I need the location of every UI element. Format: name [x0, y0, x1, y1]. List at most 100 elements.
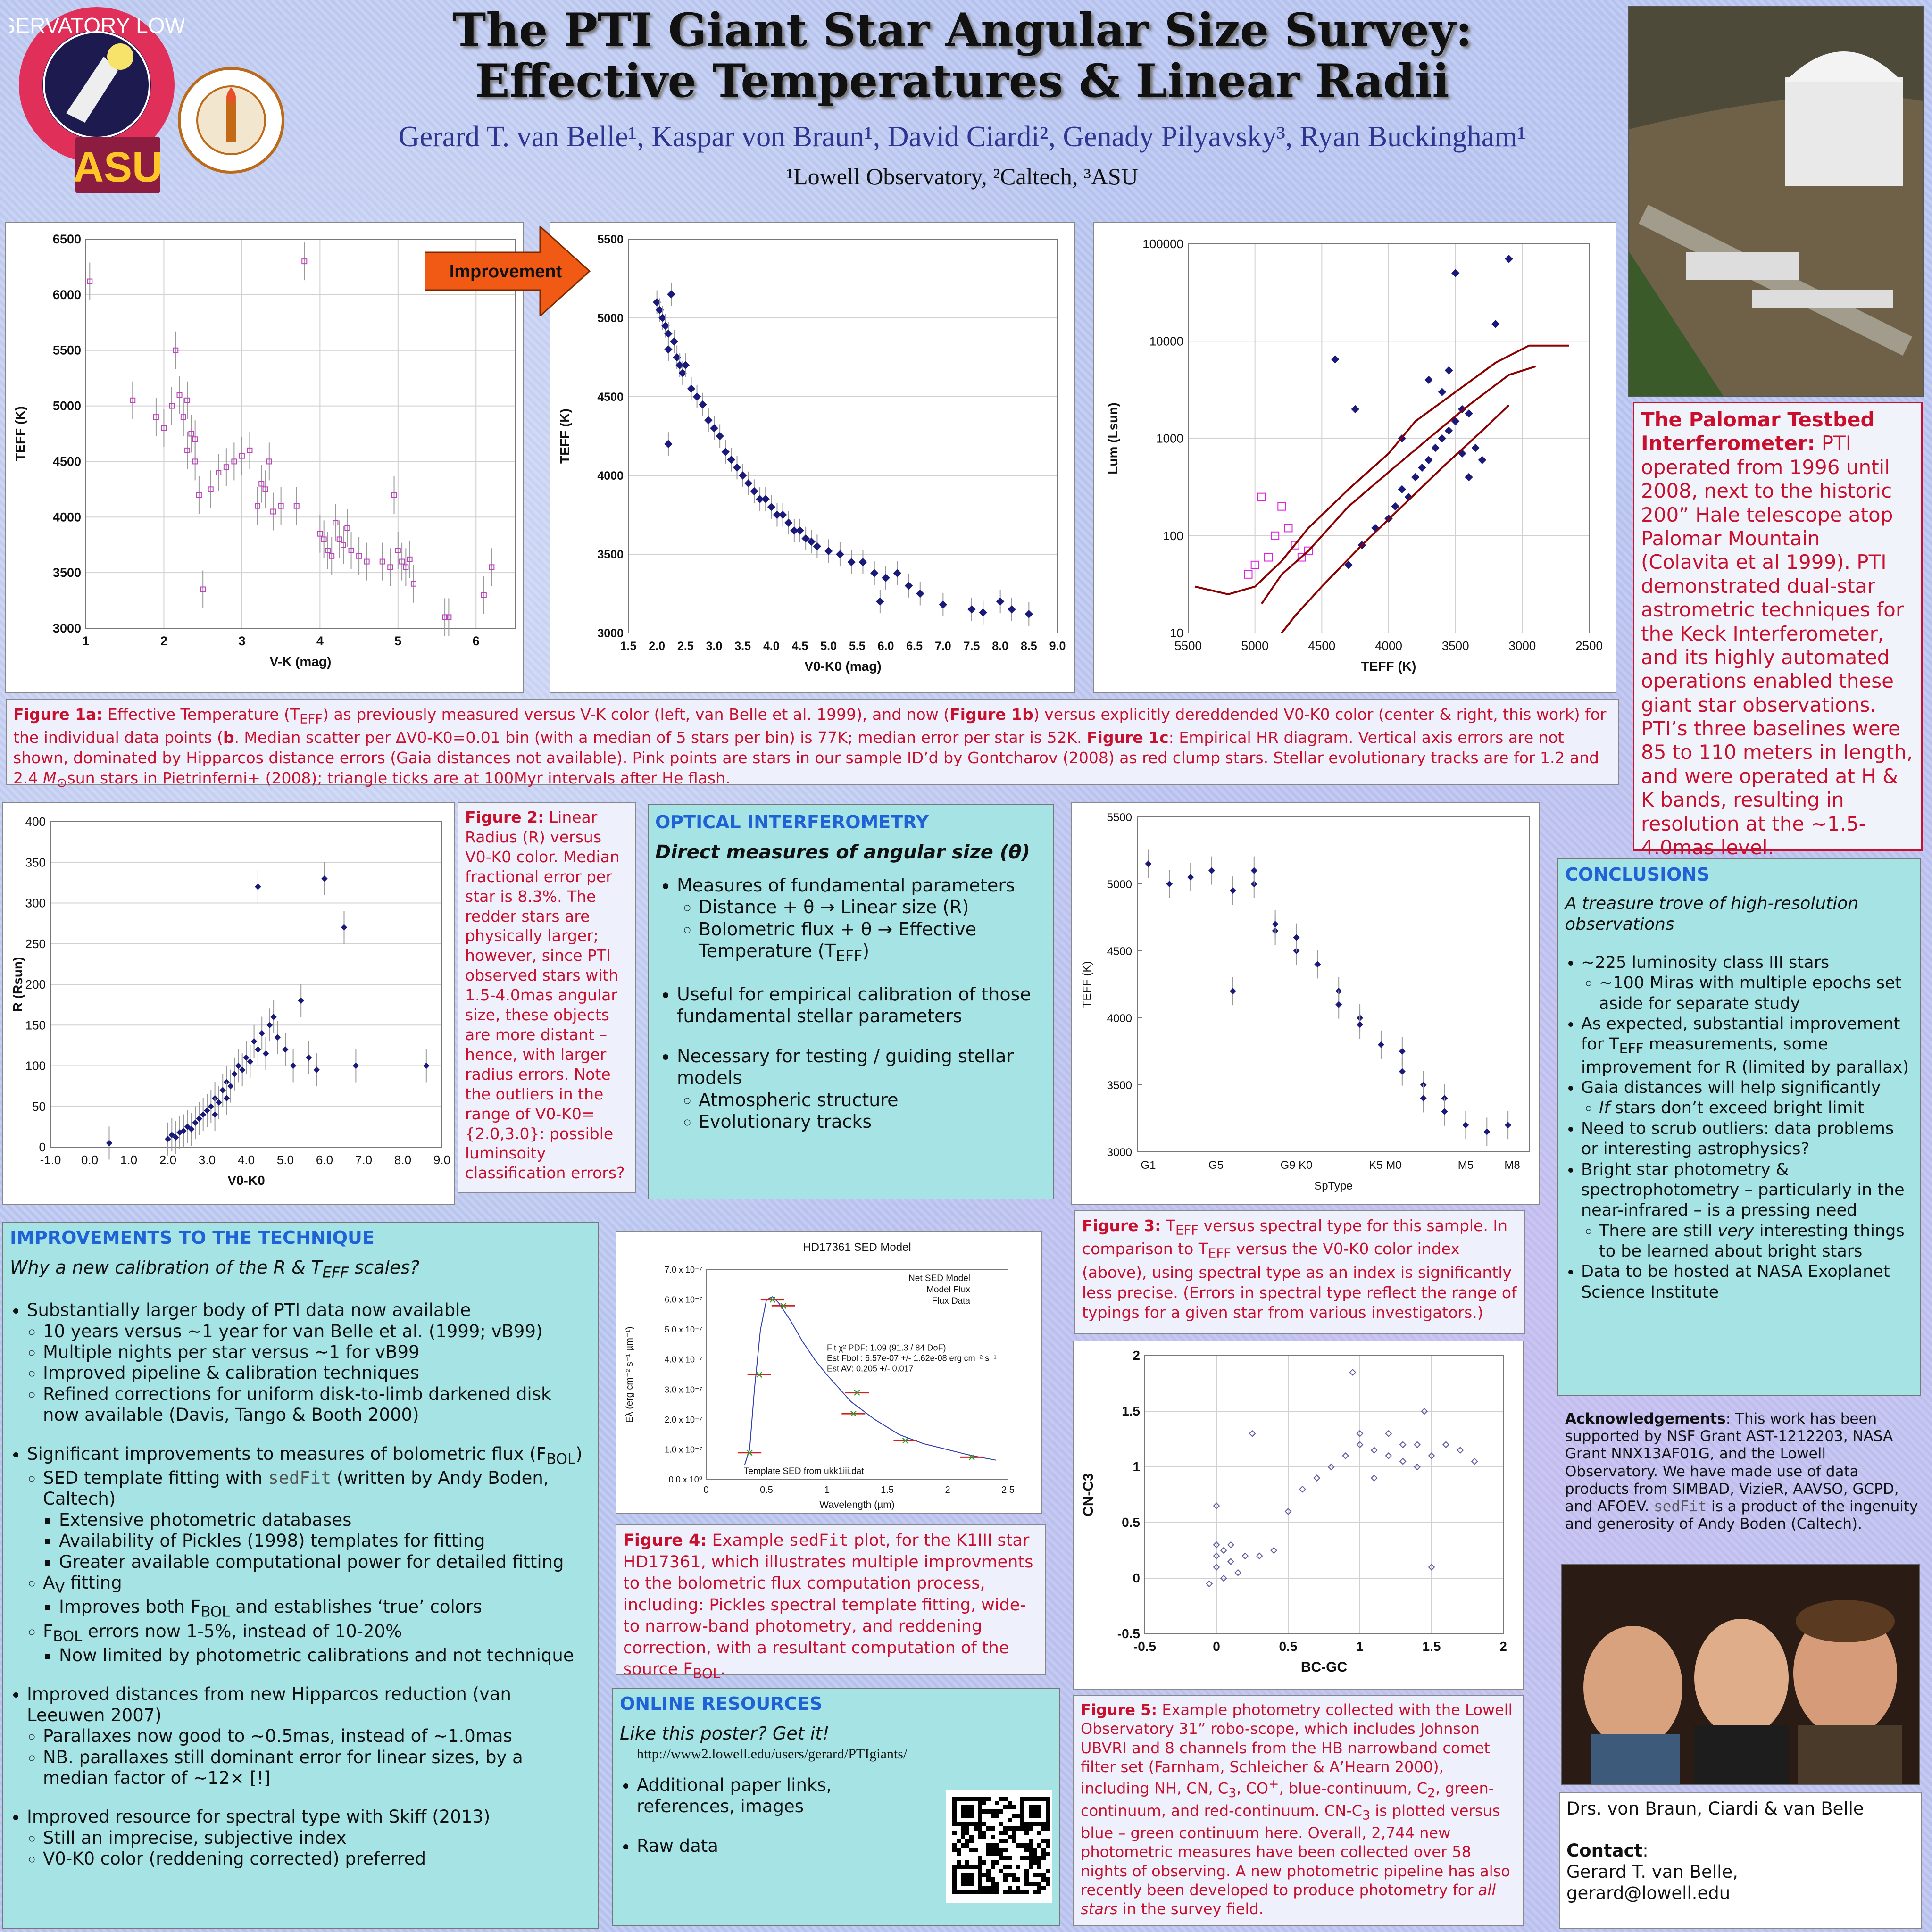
plot-area: [50, 821, 442, 1148]
data-point: [169, 403, 175, 409]
y-tick-label: 200: [25, 977, 46, 991]
qr-module: [982, 1809, 986, 1814]
data-point: [1385, 1430, 1392, 1437]
improvement-subsubitem: Now limited by photometric calibrations …: [59, 1645, 591, 1666]
conclusion-subitem: There are still very interesting things …: [1599, 1221, 1913, 1262]
x-tick-label: 5000: [1241, 639, 1269, 653]
qr-module: [991, 1886, 995, 1890]
ack-text: : This work has been supported by NSF Gr…: [1565, 1410, 1899, 1515]
conclusion-italic: If: [1599, 1099, 1610, 1118]
qr-module: [965, 1839, 969, 1843]
qr-code[interactable]: [946, 1790, 1052, 1903]
data-point: [721, 448, 730, 456]
x-tick-label: 3.0: [199, 1153, 216, 1167]
x-axis-label: SpType: [1314, 1180, 1352, 1192]
data-point: [208, 486, 214, 492]
qr-module: [999, 1852, 1003, 1856]
y-tick-label: 3.0 x 10⁻⁷: [665, 1385, 702, 1394]
x-tick-label: 1: [1356, 1639, 1364, 1654]
data-point: [750, 487, 758, 496]
x-tick-label: 7.0: [935, 640, 951, 653]
conclusion-sub: EFF: [1619, 1041, 1644, 1057]
chart-fig5: -0.5 0 0.5 1 1.5 2 -0.5 0 0.5 1 1.5 2 BC-GC CN-C3: [1081, 1348, 1507, 1675]
qr-module: [986, 1848, 991, 1852]
qr-module: [995, 1814, 999, 1818]
improvement-subsubitem: Greater available computational power fo…: [59, 1552, 591, 1573]
x-tick-label: 2: [160, 634, 167, 648]
asu-logo: ASU: [71, 127, 165, 203]
qr-module: [1046, 1869, 1050, 1873]
y-tick-label: 10000: [1149, 334, 1183, 348]
data-point: [1370, 1474, 1378, 1482]
qr-module: [1012, 1831, 1016, 1835]
qr-module: [986, 1797, 991, 1801]
model-flux-marker: ✕: [779, 1300, 788, 1312]
improvement-subitem: FBOL errors now 1-5%, instead of 10-20% …: [43, 1621, 591, 1666]
data-point: [1411, 473, 1420, 482]
data-point: [744, 479, 753, 488]
data-point: [293, 503, 300, 509]
data-point: [738, 471, 747, 480]
qr-module: [1003, 1848, 1008, 1852]
qr-module: [1012, 1877, 1016, 1882]
qr-module: [1024, 1843, 1029, 1848]
data-point: [699, 400, 707, 409]
data-point: [761, 495, 770, 503]
qr-module: [1012, 1835, 1016, 1839]
qr-module: [991, 1848, 995, 1852]
qr-finder: [1029, 1805, 1041, 1818]
model-flux-marker: ✕: [768, 1294, 777, 1306]
qr-module: [1003, 1831, 1008, 1835]
qr-module: [1024, 1869, 1029, 1873]
fig1-caption-text: Effective Temperature (T: [102, 705, 300, 724]
improvement-subitem: Improved pipeline & calibration techniqu…: [43, 1363, 591, 1383]
x-tick-label: -1.0: [40, 1153, 61, 1167]
data-point: [391, 492, 397, 498]
data-point: [967, 605, 976, 614]
optical-heading: OPTICAL INTERFEROMETRY: [655, 812, 929, 833]
improvement-subitem: V0-K0 color (reddening corrected) prefer…: [43, 1849, 591, 1869]
data-point: [274, 1034, 281, 1041]
data-point: [801, 534, 810, 543]
contact-names: Drs. von Braun, Ciardi & van Belle: [1566, 1799, 1864, 1819]
plot-area: [1188, 243, 1590, 633]
qr-module: [982, 1835, 986, 1839]
figure-3: 3000 3500 4000 4500 5000 5500 G1 G5 G9 K0 K5 M0 M5…: [1071, 802, 1540, 1205]
qr-module: [1029, 1865, 1033, 1869]
qr-module: [1003, 1797, 1008, 1801]
plot-area: [1137, 816, 1530, 1152]
x-tick-label: 9.0: [1049, 640, 1066, 653]
x-tick-label: 6: [473, 634, 480, 648]
y-tick-label: 1.0 x 10⁻⁷: [665, 1445, 702, 1454]
y-tick-label: 5500: [1107, 811, 1132, 824]
data-point: [208, 1103, 215, 1110]
qr-module: [1003, 1877, 1008, 1882]
data-point: [407, 556, 413, 562]
data-point: [1284, 524, 1293, 533]
data-point: [290, 1062, 297, 1069]
data-point: [196, 492, 202, 498]
conclusion-subitem: If stars don’t exceed bright limit: [1599, 1098, 1913, 1118]
qr-module: [1016, 1843, 1020, 1848]
data-point: [1370, 1447, 1378, 1454]
data-point: [298, 997, 304, 1004]
affiliations: ¹Lowell Observatory, ²Caltech, ³ASU: [786, 163, 1138, 190]
qr-module: [961, 1831, 965, 1835]
improvements-subhead: Why a new calibration of the R & T: [10, 1257, 322, 1278]
improvement-arrow: Improvement: [424, 225, 594, 318]
y-tick-label: 0.0 x 10⁰: [669, 1475, 702, 1484]
qr-module: [1016, 1826, 1020, 1831]
poster-url[interactable]: http://www2.lowell.edu/users/gerard/PTIg…: [637, 1746, 908, 1762]
x-tick-label: 4: [316, 634, 324, 648]
qr-module: [978, 1826, 982, 1831]
data-point: [282, 1046, 289, 1053]
contact-email[interactable]: gerard@lowell.edu: [1566, 1883, 1731, 1904]
qr-module: [1012, 1805, 1016, 1809]
qr-module: [1029, 1848, 1033, 1852]
improvement-subitem: Multiple nights per star versus ~1 for v…: [43, 1342, 591, 1363]
y-tick-label: -0.5: [1117, 1626, 1140, 1641]
data-point: [1349, 1368, 1357, 1376]
qr-module: [961, 1835, 965, 1839]
data-point: [1418, 463, 1426, 472]
